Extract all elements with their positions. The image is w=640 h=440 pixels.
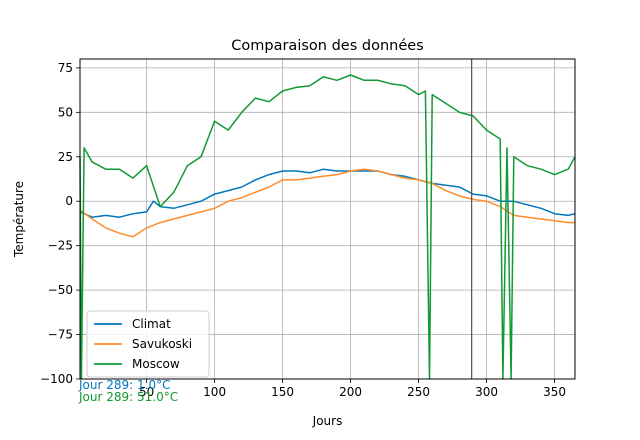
y-tick-label: 25	[58, 150, 73, 164]
plot-frame	[79, 58, 576, 380]
y-tick-label: −75	[48, 328, 73, 342]
y-axis-label: Température	[12, 181, 26, 258]
series-line-savukoski	[79, 168, 575, 238]
legend: Climat Savukoski Moscow	[86, 310, 210, 378]
x-tick-label: 250	[407, 385, 430, 399]
status-readout-moscow: Jour 289: 51.0°C	[78, 390, 178, 404]
series-lines	[79, 74, 576, 380]
legend-label-savukoski: Savukoski	[132, 337, 192, 351]
x-tick-label: 150	[271, 385, 294, 399]
y-tick-label: −100	[40, 372, 73, 386]
x-tick-label: 200	[339, 385, 362, 399]
chart-title: Comparaison des données	[231, 38, 423, 54]
x-tick-label: 350	[543, 385, 566, 399]
y-tick-label: 50	[58, 105, 73, 119]
series-line-moscow	[79, 74, 576, 380]
status-readout-climat: Jour 289: 1.0°C	[78, 378, 170, 392]
legend-label-moscow: Moscow	[132, 357, 180, 371]
legend-label-climat: Climat	[132, 317, 171, 331]
y-tick-label: 75	[58, 61, 73, 75]
x-tick-label: 50	[139, 385, 154, 399]
y-tick-label: −25	[48, 239, 73, 253]
grid	[80, 59, 575, 380]
x-tick-label: 300	[475, 385, 498, 399]
x-axis-label: Jours	[312, 414, 343, 428]
series-line-climat	[79, 168, 576, 218]
axis-ticks: 50 100 150 200 250 300 350 −100 −75 −50 −25 0 25 50 75	[40, 61, 566, 399]
y-tick-label: −50	[48, 283, 73, 297]
y-tick-label: 0	[65, 194, 73, 208]
x-tick-label: 100	[203, 385, 226, 399]
legend-box	[86, 310, 210, 378]
